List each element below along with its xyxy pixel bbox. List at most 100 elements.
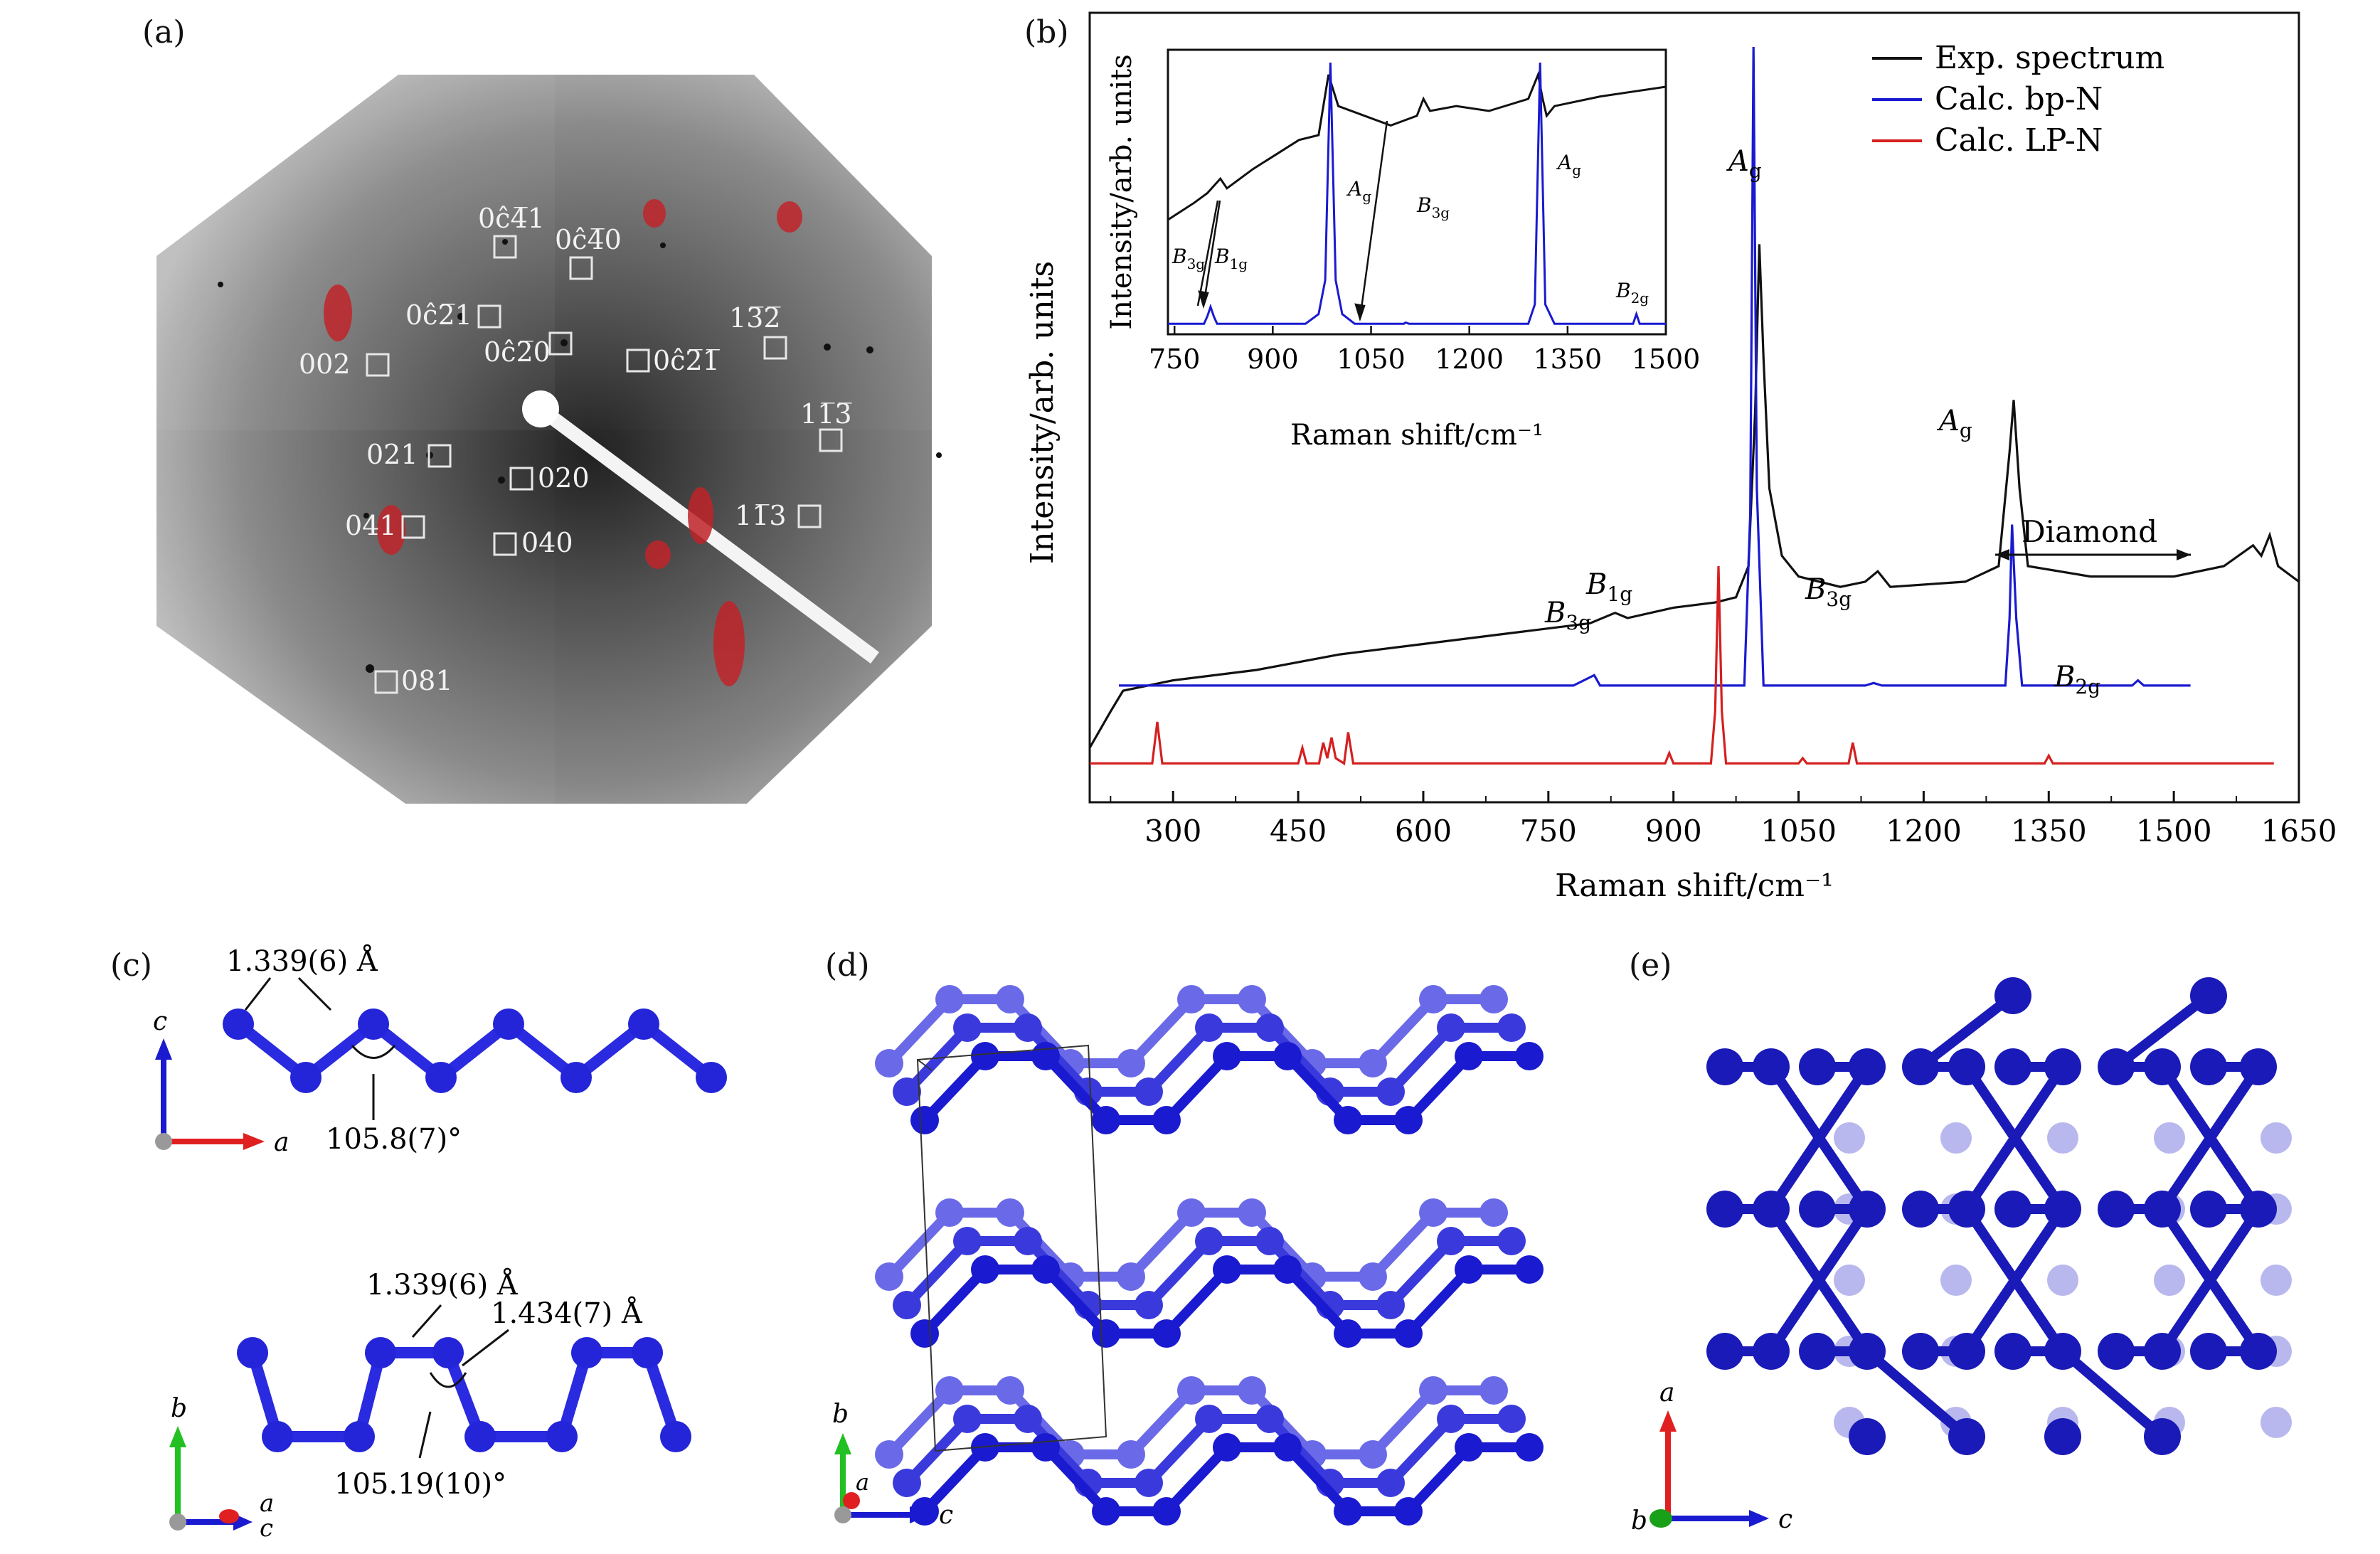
nitrogen-atom [1117,1440,1145,1469]
series-line-exp-spectrum [1088,244,2300,749]
nitrogen-atom [2044,1048,2081,1085]
inset-x-tick-label: 1050 [1337,344,1406,375]
bond-chain-diagram: 1.339(6) Å 105.8(7)° c a 1.3 [153,944,727,1543]
nitrogen-atom [1437,1405,1465,1433]
nitrogen-atom [1255,1405,1284,1433]
panel-label-c: (c) [110,947,152,984]
nitrogen-atom [1376,1077,1405,1106]
bond [1917,991,2017,1071]
top-chain [223,1008,727,1093]
bond [1767,1064,1871,1212]
bond [2113,991,2212,1071]
axis-a: a [274,1128,289,1157]
unit-cell-outline [916,1044,1107,1452]
nitrogen-atom [1994,1333,2031,1370]
background-atom [1940,1122,1972,1154]
nitrogen-atom [1135,1469,1163,1497]
x-tick-label: 600 [1395,814,1452,848]
nitrogen-atom [1092,1106,1120,1134]
peak-label-b3g-1: B3g [1544,597,1591,634]
panel-b: (b) 300 450 600 750 900 1050 1200 1350 1500 1650 … [1010,0,2362,917]
legend: Exp. spectrum Calc. bp-N Calc. LP-N [1872,40,2164,159]
bond [1864,1347,1970,1441]
nitrogen-atom [1238,985,1266,1013]
nitrogen-atom [1849,1048,1886,1085]
inset-y-label: Intensity/arb. units [1105,54,1138,329]
nitrogen-atom [1334,1106,1362,1134]
layered-structure-view: b a c [832,985,1544,1530]
inset-peak-b3g-1: B3g [1416,193,1450,221]
nitrogen-atom [1117,1049,1145,1077]
reflection-label: 0ĉ2̅1̅ [653,345,720,376]
diffraction-pattern: 0ĉ4̅1 0ĉ4̅0 0ĉ2̅1 0ĉ2̅0 002 0ĉ2̅1̅ 13̅2̅… [156,75,942,804]
reflection-label: 13̅2̅ [729,302,781,334]
series-line-calc-lp-n [1090,565,2274,766]
peak-label-b1g: B1g [1585,568,1632,606]
nitrogen-atom [2044,1418,2081,1455]
bond [2158,1064,2263,1212]
nitrogen-atom [1948,1191,1985,1228]
reflection-label: 041 [345,510,397,541]
nitrogen-atom [1152,1106,1181,1134]
nitrogen-atom [1195,1405,1223,1433]
nitrogen-atom [2190,977,2227,1014]
nitrogen-atom [1213,1433,1241,1462]
inset-peak-b3g-2: B3g [1172,245,1205,272]
main-plot-frame [1088,11,2300,804]
nitrogen-atom [2144,1191,2181,1228]
diamond-annotation: Diamond [1995,514,2191,560]
axis-a-bottom: a [260,1489,274,1518]
nitrogen-atom [1994,1048,2031,1085]
inset-series-line-exp-spectrum [1168,70,1666,221]
inset-peak-b2g: B2g [1615,279,1649,307]
panel-label-a: (a) [142,14,186,50]
axes-abc-e: a b c [1631,1378,1792,1536]
nitrogen-atom [2240,1048,2277,1085]
nitrogen-atom [1359,1049,1387,1077]
nitrogen-atom [1706,1333,1743,1370]
background-atom [1834,1122,1865,1154]
background-atom [1940,1265,1972,1296]
nitrogen-atom [1092,1497,1120,1526]
nitrogen-atom [1152,1497,1181,1526]
nitrogen-atom [1177,1376,1206,1405]
background-atom [2261,1407,2292,1438]
nitrogen-atom [953,1405,982,1433]
background-atom [2154,1122,2185,1154]
dark-spots [218,239,942,673]
top-bond-length: 1.339(6) Å [226,944,378,978]
nitrogen-atom [1014,1227,1042,1255]
inset-x-tick-label: 1350 [1533,344,1602,375]
nitrogen-atom [1273,1255,1302,1284]
reflection-label: 040 [521,527,573,558]
nitrogen-atom [2044,1333,2081,1370]
nitrogen-atom [953,1013,982,1042]
nitrogen-atom [910,1319,939,1348]
reflection-label: 11̅3̅ [800,398,852,430]
nitrogen-atom [1497,1227,1526,1255]
nitrogen-atom [1497,1405,1526,1433]
x-tick-label: 300 [1144,814,1201,848]
nitrogen-atom [1497,1013,1526,1042]
background-atom [2047,1265,2078,1296]
background-atom [2261,1265,2292,1296]
axis-b-e: b [1631,1506,1647,1536]
panel-e: (e) a b c [1625,939,2380,1550]
nitrogen-atom [1994,1191,2031,1228]
nitrogen-atom [1799,1048,1836,1085]
panel-a: (a) [135,14,1031,811]
nitrogen-atom [1273,1433,1302,1462]
nitrogen-atom [1152,1319,1181,1348]
nitrogen-atom [1515,1255,1544,1284]
nitrogen-atom [1195,1013,1223,1042]
nitrogen-atom [996,1198,1024,1227]
nitrogen-atom [971,1042,999,1070]
reflection-label: 0ĉ2̅0 [484,336,551,368]
nitrogen-atom [875,1440,903,1469]
nitrogen-atom [1031,1433,1060,1462]
x-tick-label: 1050 [1760,814,1837,848]
nitrogen-atom [1195,1227,1223,1255]
panel-label-e: (e) [1629,947,1672,984]
nitrogen-atom [1849,1191,1886,1228]
nitrogen-atom [996,1376,1024,1405]
